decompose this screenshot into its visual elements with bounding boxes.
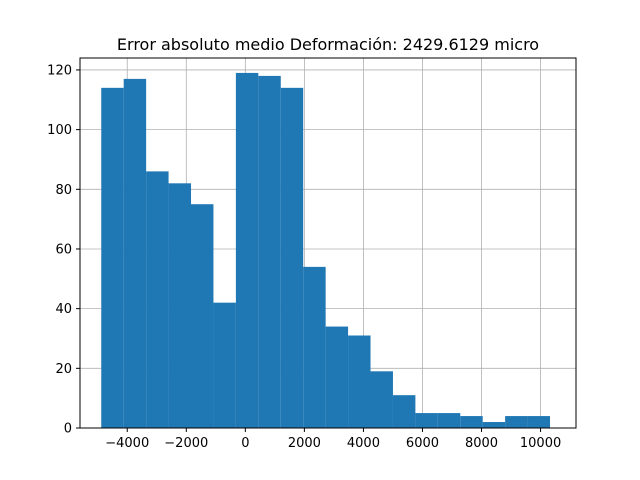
x-tick-label: 4000 [347, 436, 380, 451]
histogram-bar [415, 413, 438, 428]
histogram-bar [460, 416, 483, 428]
x-tick-label: 10000 [520, 436, 561, 451]
y-tick-label: 20 [55, 362, 72, 377]
histogram-bar [505, 416, 528, 428]
histogram-bar [527, 416, 551, 428]
bars-layer [101, 72, 551, 429]
y-tick-label: 0 [64, 422, 72, 437]
x-tick-label: 8000 [465, 436, 498, 451]
y-tick-label: 100 [47, 123, 72, 138]
histogram-bar [235, 72, 259, 428]
histogram-bar [348, 335, 371, 428]
y-tick-label: 40 [55, 302, 72, 317]
chart-title: Error absoluto medio Deformación: 2429.6… [117, 35, 539, 54]
x-tick-label: −2000 [164, 436, 208, 451]
x-tick-label: −4000 [105, 436, 149, 451]
histogram-bar [482, 422, 506, 428]
histogram-bar [392, 395, 416, 428]
histogram-bar [437, 413, 461, 428]
histogram-bar [101, 87, 124, 428]
x-tick-label: 2000 [288, 436, 321, 451]
histogram-bar [258, 75, 281, 428]
histogram-bar [280, 87, 304, 428]
histogram-bar [191, 204, 214, 428]
histogram-bar [213, 302, 236, 428]
histogram-bar [370, 371, 393, 428]
axes-frame [79, 57, 577, 429]
histogram-bar [303, 266, 326, 428]
histogram-bar [123, 78, 147, 429]
x-tick-label: 0 [241, 436, 249, 451]
ticks-layer: −4000 −2000 0 2000 4000 6000 8000 10000 0 20 40 60 8… [47, 63, 561, 451]
y-tick-label: 60 [55, 242, 72, 257]
histogram-bar [325, 326, 349, 428]
x-tick-label: 6000 [406, 436, 439, 451]
y-tick-label: 80 [55, 183, 72, 198]
histogram-bar [168, 183, 192, 428]
histogram-bar [146, 171, 169, 429]
y-tick-label: 120 [47, 63, 72, 78]
